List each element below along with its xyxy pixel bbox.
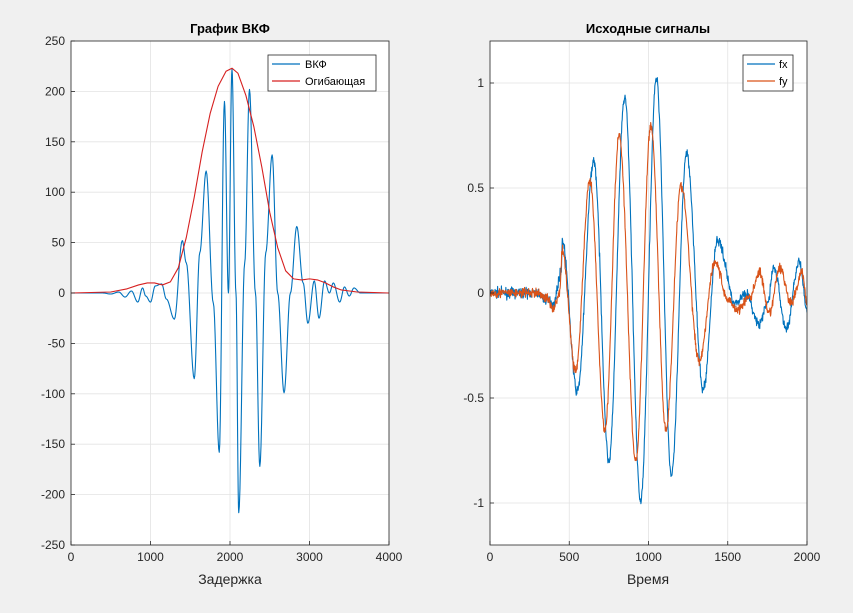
right-x-tick-label: 0: [487, 550, 494, 564]
left-series-line-огибающая: [71, 67, 389, 294]
left-y-tick-label: -100: [41, 387, 65, 401]
left-y-tick-label: 50: [52, 236, 66, 250]
right-x-axis-label: Время: [627, 571, 669, 587]
left-tick-labels: 0 1000 2000 3000 4000 250 200 150 100 50 0 -50 -100 -…: [41, 34, 403, 564]
left-y-tick-label: 200: [45, 84, 65, 98]
right-legend: fx fy: [742, 54, 794, 92]
left-x-tick-label: 1000: [137, 550, 164, 564]
left-y-tick-label: 100: [45, 185, 65, 199]
right-y-tick-label: -0.5: [463, 391, 484, 405]
left-legend-box: [267, 54, 377, 92]
right-series-layer: [490, 77, 807, 505]
right-y-tick-label: -1: [473, 496, 484, 510]
left-series-line-вкф: [71, 68, 389, 514]
right-tick-labels: 0 500 1000 1500 2000 1 0.5 0 -0.5 -1: [463, 76, 820, 564]
left-y-tick-label: 150: [45, 135, 65, 149]
left-x-tick-label: 3000: [296, 550, 323, 564]
left-x-tick-label: 2000: [217, 550, 244, 564]
left-legend: ВКФ Огибающая: [267, 54, 377, 92]
right-chart-title: Исходные сигналы: [586, 21, 710, 36]
left-series-layer: [71, 67, 389, 514]
right-legend-label-fy: fy: [779, 76, 788, 88]
right-x-tick-label: 1000: [635, 550, 662, 564]
left-panel: 0 1000 2000 3000 4000 250 200 150 100 50 0 -50 -100 -…: [41, 21, 403, 587]
right-series-line-fy: [490, 122, 807, 462]
right-x-tick-label: 1500: [714, 550, 741, 564]
left-y-tick-label: -50: [48, 336, 66, 350]
right-y-tick-label: 0.5: [467, 181, 484, 195]
left-x-axis-label: Задержка: [198, 571, 262, 587]
right-panel: 0 500 1000 1500 2000 1 0.5 0 -0.5 -1 Исходные сиг…: [463, 21, 820, 587]
left-y-tick-label: -150: [41, 437, 65, 451]
left-y-tick-label: -200: [41, 488, 65, 502]
right-y-tick-label: 1: [477, 76, 484, 90]
left-y-tick-label: 250: [45, 34, 65, 48]
right-legend-label-fx: fx: [779, 59, 788, 71]
left-chart-title: График ВКФ: [190, 21, 270, 36]
right-x-tick-label: 500: [559, 550, 579, 564]
right-x-tick-label: 2000: [794, 550, 821, 564]
left-legend-label-envelope: Огибающая: [305, 76, 365, 88]
left-y-tick-label: -250: [41, 538, 65, 552]
right-legend-box: [742, 54, 794, 92]
left-x-tick-label: 0: [68, 550, 75, 564]
left-y-tick-label: 0: [58, 286, 65, 300]
left-x-tick-label: 4000: [376, 550, 403, 564]
left-ticks: [70, 40, 390, 546]
right-ticks: [489, 82, 808, 545]
right-y-tick-label: 0: [477, 286, 484, 300]
left-legend-label-vkf: ВКФ: [305, 59, 327, 71]
